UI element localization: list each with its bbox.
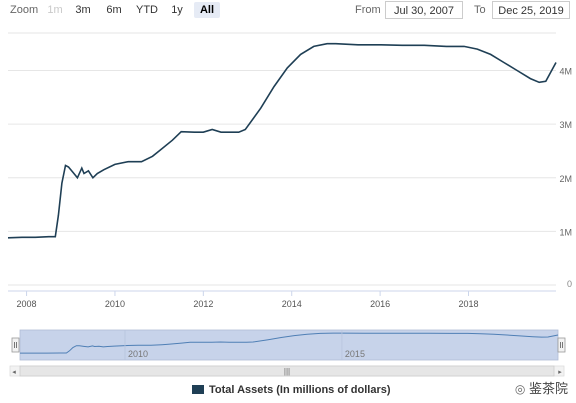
zoom-1y-button[interactable]: 1y [171,4,183,16]
x-axis-ticks: 2008 2010 2012 2014 2016 2018 [8,290,556,309]
y-tick-label: 2M [559,174,572,184]
watermark: ◎ 鉴茶院 [515,378,568,397]
navigator-selected-range[interactable] [19,329,559,361]
scroll-left-icon[interactable]: ◂ [12,369,16,376]
scroll-right-icon[interactable]: ▸ [558,369,562,376]
y-tick-label: 1M [559,227,572,237]
scrollbar-grip-icon: ||| [284,367,290,376]
y-tick-label: 4M [559,67,572,77]
x-tick-label: 2012 [193,299,213,309]
x-tick-label: 2010 [105,299,125,309]
navigator-left-handle[interactable] [11,337,20,353]
to-label: To [474,4,486,16]
scrollbar-thumb[interactable] [19,365,555,377]
grid-lines [8,32,556,286]
zoom-6m-button[interactable]: 6m [106,4,122,16]
legend[interactable]: Total Assets (In millions of dollars) [192,384,391,396]
navigator-series-line [20,332,559,354]
zoom-all-button[interactable]: All [194,2,220,18]
total-assets-line [7,42,557,239]
scrollbar[interactable]: ||| ◂ ▸ [9,365,565,377]
navigator[interactable]: 2010 2015 [11,329,566,361]
zoom-ytd-button[interactable]: YTD [136,4,158,16]
zoom-3m-button[interactable]: 3m [75,4,91,16]
x-tick-label: 2008 [17,299,37,309]
navigator-right-handle[interactable] [557,337,566,353]
navigator-ticks: 2010 2015 [124,330,365,360]
legend-swatch [192,385,204,394]
x-tick-label: 2014 [282,299,302,309]
wechat-icon: ◎ [514,382,526,396]
from-date-input[interactable]: Jul 30, 2007 [385,1,463,19]
y-axis-ticks: 1M 2M 3M 4M 0 [559,67,572,289]
navigator-tick-label: 2015 [345,349,365,359]
legend-label[interactable]: Total Assets (In millions of dollars) [209,384,391,396]
x-tick-label: 2016 [370,299,390,309]
to-date-input[interactable]: Dec 25, 2019 [492,1,570,19]
watermark-text: 鉴茶院 [528,381,568,396]
y-tick-label: 3M [559,120,572,130]
y-tick-label-zero: 0 [567,279,572,289]
x-tick-label: 2018 [458,299,478,309]
range-selector-toolbar: Zoom 1m 3m 6m YTD 1y All From Jul 30, 20… [0,0,576,22]
navigator-tick-label: 2010 [128,349,148,359]
zoom-label: Zoom [10,4,39,16]
from-label: From [355,4,381,16]
zoom-1m-button[interactable]: 1m [47,4,63,16]
